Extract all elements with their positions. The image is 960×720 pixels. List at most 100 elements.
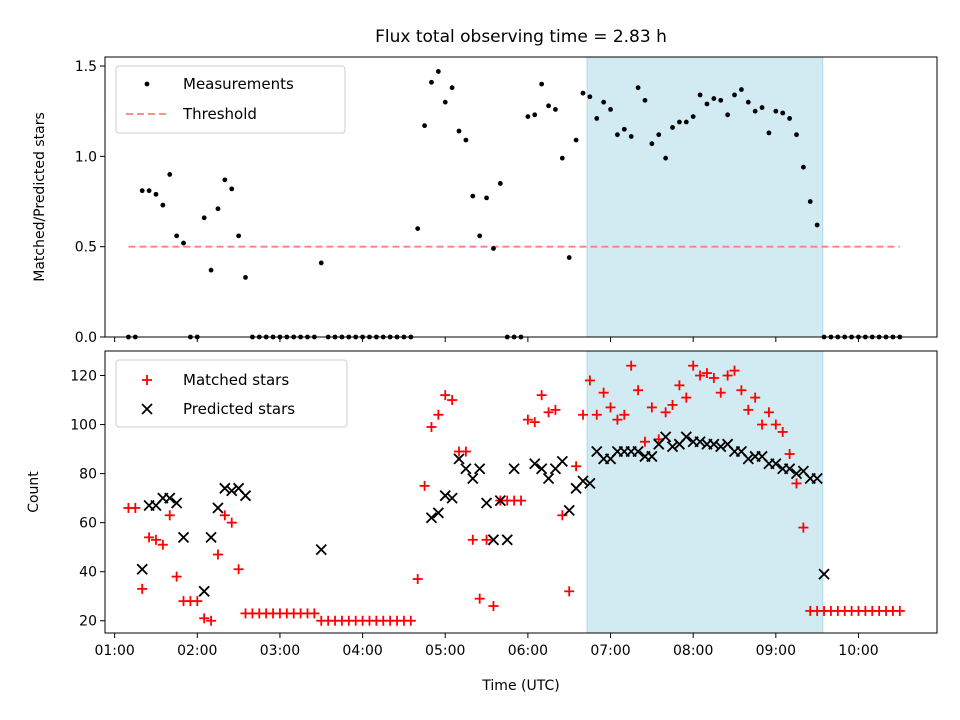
x-tick-label: 02:00 xyxy=(177,643,217,659)
predicted-star-point xyxy=(694,436,706,448)
predicted-star-point xyxy=(508,463,520,475)
y-tick-label: 40 xyxy=(79,565,97,581)
predicted-star-point xyxy=(818,568,830,580)
matched-star-point xyxy=(667,399,678,410)
measurement-point xyxy=(559,155,565,161)
y-tick-label: 1.0 xyxy=(75,149,97,165)
matched-star-point xyxy=(660,407,671,418)
matched-star-point xyxy=(619,409,630,420)
measurement-point xyxy=(167,172,173,177)
ratio-panel-marks xyxy=(126,69,903,340)
matched-star-point xyxy=(564,586,575,597)
predicted-star-point xyxy=(205,531,217,544)
measurement-point xyxy=(683,119,689,125)
matched-star-point xyxy=(226,517,237,528)
measurement-point xyxy=(580,90,586,96)
matched-star-point xyxy=(467,534,478,545)
matched-star-point xyxy=(757,419,768,430)
measurement-point xyxy=(745,99,751,105)
measurement-point xyxy=(725,112,731,118)
measurement-point xyxy=(800,164,806,170)
predicted-star-point xyxy=(742,453,754,465)
measurement-point xyxy=(766,130,772,136)
count-y-axis-label: Count xyxy=(26,471,42,513)
legend-matched-marker xyxy=(142,375,152,385)
x-axis-label: Time (UTC) xyxy=(481,678,559,694)
count-panel-x-axis: 01:00 02:00 03:00 04:00 05:00 06:00 07:00 08:00… xyxy=(94,633,879,659)
ratio-panel-x-axis xyxy=(114,337,859,342)
measurement-point xyxy=(773,108,779,114)
matched-star-point xyxy=(481,534,492,545)
matched-star-point xyxy=(708,372,719,383)
measurement-point xyxy=(215,206,221,212)
count-panel-marks xyxy=(123,360,905,626)
matched-star-point xyxy=(577,409,588,420)
matched-star-point xyxy=(309,608,320,619)
predicted-star-point xyxy=(239,490,252,502)
matched-star-point xyxy=(701,368,712,379)
predicted-star-point xyxy=(425,512,438,524)
legend-frame xyxy=(115,359,348,428)
predicted-star-point xyxy=(646,450,658,463)
matched-star-point xyxy=(633,385,644,396)
measurement-point xyxy=(670,125,675,130)
measurement-point xyxy=(621,126,627,132)
predicted-star-point xyxy=(577,475,589,487)
legend-measurements-marker xyxy=(144,81,150,87)
measurement-point xyxy=(491,246,496,251)
chart-title: Flux total observing time = 2.83 h xyxy=(375,27,667,47)
predicted-star-point xyxy=(584,477,596,490)
measurement-point xyxy=(628,134,634,139)
predicted-star-point xyxy=(439,490,451,502)
measurement-point xyxy=(429,79,434,85)
measurement-point xyxy=(146,188,152,194)
matched-star-point xyxy=(199,613,210,624)
predicted-star-point xyxy=(467,472,479,485)
matched-star-point xyxy=(433,409,444,420)
predicted-star-point xyxy=(529,458,541,470)
measurement-point xyxy=(642,97,648,103)
measurement-point xyxy=(181,240,186,246)
matched-star-point xyxy=(784,448,795,459)
legend-frame xyxy=(115,65,346,134)
measurement-point xyxy=(814,222,820,228)
measurement-point xyxy=(243,274,248,280)
measurement-point xyxy=(222,177,228,183)
legend-measurements-label: Measurements xyxy=(183,75,294,93)
matched-star-point xyxy=(777,426,788,437)
predicted-star-point xyxy=(494,494,506,507)
measurement-point xyxy=(608,106,613,112)
predicted-star-point xyxy=(212,502,224,514)
matched-star-point xyxy=(722,370,733,381)
ratio-panel: 0.0 0.5 1.0 1.5 Flux total observing time =… xyxy=(32,27,938,346)
matched-star-point xyxy=(157,539,168,550)
y-tick-label: 120 xyxy=(70,369,97,385)
x-tick-label: 01:00 xyxy=(94,643,134,659)
predicted-star-point xyxy=(315,543,327,556)
matched-star-point xyxy=(219,510,230,521)
measurement-point xyxy=(656,132,662,138)
observing-time-span xyxy=(586,56,824,338)
matched-star-point xyxy=(488,601,499,612)
count-panel: 20 40 60 80 100 120 01:00 02:00 03:00 04:00 05:00… xyxy=(26,350,938,694)
x-tick-label: 06:00 xyxy=(508,643,548,659)
measurement-point xyxy=(539,81,545,87)
measurement-point xyxy=(160,202,166,208)
predicted-star-point xyxy=(136,563,148,575)
matched-star-point xyxy=(750,392,761,403)
legend-predicted-marker xyxy=(141,403,153,415)
predicted-star-point xyxy=(177,531,190,544)
measurement-point xyxy=(738,87,744,92)
x-tick-label: 09:00 xyxy=(756,643,796,659)
legend-predicted-label: Predicted stars xyxy=(183,400,295,418)
predicted-star-point xyxy=(632,445,644,458)
matched-star-point xyxy=(164,510,175,521)
matched-star-point xyxy=(522,414,533,425)
matched-star-point xyxy=(440,390,451,401)
measurement-point xyxy=(697,92,703,98)
matched-star-point xyxy=(426,422,437,433)
measurement-point xyxy=(780,110,786,116)
measurement-point xyxy=(463,137,469,143)
matched-star-point xyxy=(791,478,802,489)
matched-star-point xyxy=(715,387,726,398)
